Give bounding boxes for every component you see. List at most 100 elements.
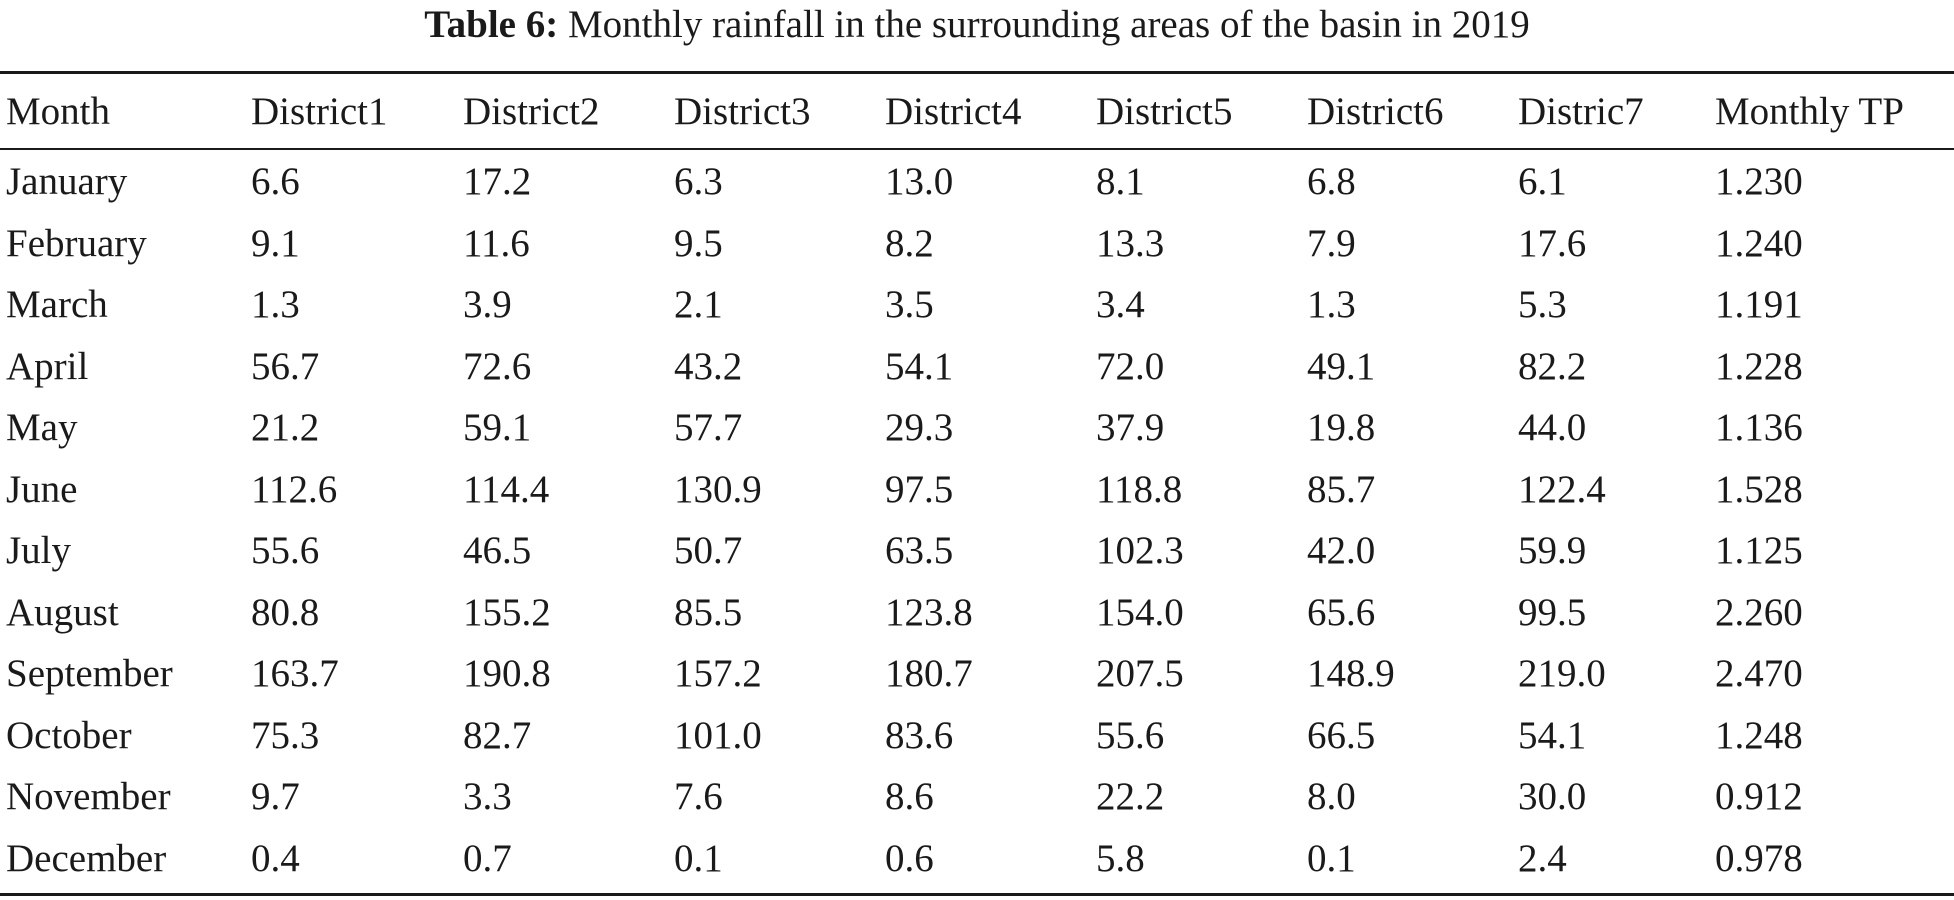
- table-caption-text: Monthly rainfall in the surrounding area…: [567, 3, 1530, 46]
- table-cell: 80.8: [251, 590, 320, 634]
- table-cell: 0.1: [1307, 836, 1356, 880]
- month-cell: February: [6, 221, 147, 265]
- table-cell: 6.1: [1518, 160, 1567, 203]
- table-cell: 21.2: [251, 406, 320, 449]
- table-cell: 112.6: [251, 467, 338, 511]
- table-cell: 44.0: [1518, 406, 1587, 449]
- table-cell: 72.6: [463, 344, 532, 388]
- table-cell: 29.3: [885, 406, 954, 449]
- table-row: January 6.6 17.2 6.3 13.0 8.1 6.8 6.1 1.230: [0, 149, 1954, 213]
- table-cell: 148.9: [1307, 652, 1395, 695]
- table-cell: 82.7: [463, 713, 532, 757]
- table-cell: 101.0: [674, 713, 762, 757]
- table-cell: 83.6: [885, 713, 954, 757]
- month-cell: September: [6, 652, 173, 695]
- column-header: District4: [885, 90, 1022, 133]
- month-cell: January: [6, 160, 128, 203]
- table-cell: 2.4: [1518, 836, 1567, 880]
- table-cell: 56.7: [251, 344, 320, 388]
- table-row: December 0.4 0.7 0.1 0.6 5.8 0.1 2.4 0.978: [0, 828, 1954, 890]
- table-cell: 1.528: [1715, 467, 1803, 511]
- table-top-rule: [0, 71, 1954, 74]
- table-cell: 8.0: [1307, 775, 1356, 818]
- header-row: Month District1 District2 District3 District…: [0, 74, 1954, 149]
- table-cell: 180.7: [885, 652, 973, 695]
- table-cell: 63.5: [885, 529, 954, 572]
- table-cell: 1.240: [1715, 221, 1803, 265]
- table-cell: 3.4: [1096, 283, 1145, 326]
- table-cell: 157.2: [674, 652, 762, 695]
- table-cell: 118.8: [1096, 467, 1183, 511]
- table-cell: 1.191: [1715, 283, 1803, 326]
- table-cell: 5.8: [1096, 836, 1145, 880]
- table-cell: 11.6: [463, 221, 530, 265]
- table-cell: 6.8: [1307, 160, 1356, 203]
- table-cell: 19.8: [1307, 406, 1376, 449]
- month-cell: December: [6, 836, 167, 880]
- month-cell: June: [6, 467, 78, 511]
- table-row: June 112.6 114.4 130.9 97.5 118.8 85.7 122.4 1.5…: [0, 459, 1954, 521]
- table-cell: 6.3: [674, 160, 723, 203]
- table-row: August 80.8 155.2 85.5 123.8 154.0 65.6 99.5 2.2…: [0, 582, 1954, 644]
- table-row: February 9.1 11.6 9.5 8.2 13.3 7.9 17.6 1.240: [0, 213, 1954, 275]
- table-row: March 1.3 3.9 2.1 3.5 3.4 1.3 5.3 1.191: [0, 274, 1954, 336]
- table-cell: 54.1: [885, 344, 954, 388]
- table-row: July 55.6 46.5 50.7 63.5 102.3 42.0 59.9 1.125: [0, 520, 1954, 582]
- table-cell: 1.248: [1715, 713, 1803, 757]
- table-caption: Table 6: Monthly rainfall in the surroun…: [0, 0, 1954, 52]
- table-cell: 55.6: [251, 529, 320, 572]
- table-cell: 75.3: [251, 713, 320, 757]
- month-cell: July: [6, 529, 72, 572]
- column-header: Monthly TP: [1715, 90, 1904, 133]
- table-cell: 57.7: [674, 406, 743, 449]
- table-cell: 102.3: [1096, 529, 1184, 572]
- column-header: Distric7: [1518, 90, 1644, 133]
- column-header: District3: [674, 90, 811, 133]
- table-cell: 2.260: [1715, 590, 1803, 634]
- table-cell: 155.2: [463, 590, 551, 634]
- column-header: Month: [6, 90, 111, 133]
- table-cell: 99.5: [1518, 590, 1587, 634]
- month-cell: October: [6, 713, 132, 757]
- table-row: November 9.7 3.3 7.6 8.6 22.2 8.0 30.0 0.912: [0, 766, 1954, 828]
- table-cell: 219.0: [1518, 652, 1606, 695]
- table-cell: 72.0: [1096, 344, 1165, 388]
- table-bottom-rule: [0, 893, 1954, 896]
- table-cell: 3.3: [463, 775, 512, 818]
- table-header-rule: [0, 148, 1954, 150]
- column-header: District2: [463, 90, 600, 133]
- table-cell: 42.0: [1307, 529, 1376, 572]
- table-cell: 17.2: [463, 160, 532, 203]
- table-body: January 6.6 17.2 6.3 13.0 8.1 6.8 6.1 1.230 Febru…: [0, 149, 1954, 889]
- table-cell: 50.7: [674, 529, 743, 572]
- table-cell: 1.228: [1715, 344, 1803, 388]
- table-cell: 0.7: [463, 836, 512, 880]
- table-cell: 3.9: [463, 283, 512, 326]
- table-cell: 2.1: [674, 283, 723, 326]
- table-cell: 1.3: [251, 283, 300, 326]
- table-cell: 8.2: [885, 221, 934, 265]
- table-cell: 85.7: [1307, 467, 1376, 511]
- table-cell: 1.3: [1307, 283, 1356, 326]
- table-cell: 59.1: [463, 406, 532, 449]
- column-header: District5: [1096, 90, 1233, 133]
- table-cell: 9.5: [674, 221, 723, 265]
- table-cell: 66.5: [1307, 713, 1376, 757]
- table-cell: 37.9: [1096, 406, 1165, 449]
- table-cell: 85.5: [674, 590, 743, 634]
- month-cell: April: [6, 344, 89, 388]
- month-cell: November: [6, 775, 171, 818]
- table-cell: 59.9: [1518, 529, 1587, 572]
- table-row: May 21.2 59.1 57.7 29.3 37.9 19.8 44.0 1.136: [0, 397, 1954, 459]
- table-cell: 1.230: [1715, 160, 1803, 203]
- rainfall-table: Month District1 District2 District3 District…: [0, 74, 1954, 889]
- table-cell: 17.6: [1518, 221, 1587, 265]
- month-cell: May: [6, 406, 78, 449]
- table-cell: 122.4: [1518, 467, 1606, 511]
- table-cell: 49.1: [1307, 344, 1376, 388]
- table-cell: 190.8: [463, 652, 551, 695]
- table-cell: 0.1: [674, 836, 723, 880]
- table-cell: 154.0: [1096, 590, 1184, 634]
- column-header: District1: [251, 90, 388, 133]
- table-caption-label: Table 6:: [424, 3, 559, 46]
